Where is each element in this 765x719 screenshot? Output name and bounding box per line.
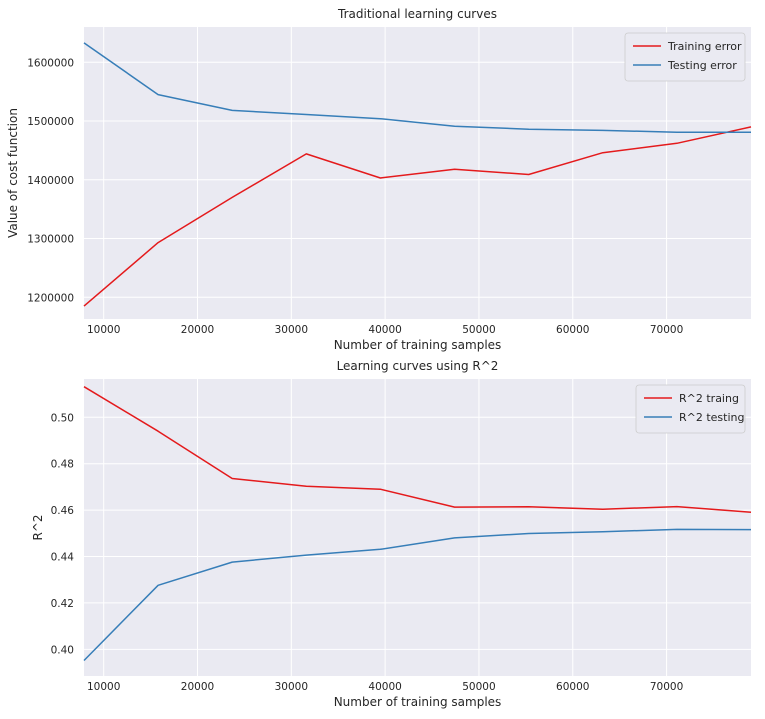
y-tick-label: 0.48	[51, 459, 74, 471]
chart-2: 10000 20000 30000 40000 50000 60000 70000 0.40 0…	[31, 359, 752, 709]
legend-label: R^2 testing	[679, 411, 745, 424]
legend-label: R^2 traing	[679, 392, 739, 405]
legend: Training error Testing error	[624, 32, 746, 82]
x-tick-label: 20000	[181, 324, 214, 336]
y-tick-label: 1200000	[27, 292, 74, 304]
legend-box	[635, 384, 746, 434]
y-tick-label: 0.42	[51, 598, 74, 610]
x-axis-label: Number of training samples	[334, 338, 502, 352]
y-tick-label: 0.44	[51, 552, 75, 564]
watermark-text: https://blog.csdn.net/weixin_42782150	[497, 690, 751, 705]
legend-box	[624, 32, 746, 82]
y-tick-label: 0.40	[51, 644, 74, 656]
legend-label: Testing error	[667, 59, 737, 72]
x-tick-label: 40000	[368, 324, 401, 336]
legend: R^2 traing R^2 testing	[635, 384, 746, 434]
chart-title: Learning curves using R^2	[337, 359, 499, 373]
x-tick-label: 10000	[87, 681, 120, 693]
x-tick-label: 10000	[87, 324, 120, 336]
x-tick-label: 30000	[275, 324, 308, 336]
series-line-training-error	[83, 126, 752, 307]
x-tick-label: 50000	[462, 681, 495, 693]
x-tick-label: 60000	[556, 681, 589, 693]
x-axis-label: Number of training samples	[334, 695, 502, 709]
series-line-r-2-traing	[83, 386, 752, 513]
x-tick-label: 20000	[181, 681, 214, 693]
x-tick-label: 40000	[368, 681, 401, 693]
y-axis-label: Value of cost function	[6, 108, 20, 238]
series-line-testing-error	[83, 42, 751, 133]
x-tick-label: 70000	[650, 324, 683, 336]
y-tick-label: 1500000	[27, 116, 74, 128]
chart-title: Traditional learning curves	[337, 7, 497, 21]
series-line-r-2-testing	[83, 528, 752, 662]
x-tick-label: 70000	[650, 681, 683, 693]
y-tick-label: 0.46	[51, 505, 75, 517]
x-tick-label: 30000	[275, 681, 308, 693]
y-axis-label: R^2	[31, 514, 45, 540]
y-tick-label: 1300000	[27, 234, 74, 246]
chart-1: 10000 20000 30000 40000 50000 60000 70000 12000…	[6, 7, 752, 352]
x-tick-label: 50000	[462, 324, 495, 336]
legend-label: Training error	[667, 40, 742, 53]
y-tick-label: 1400000	[27, 175, 74, 187]
y-tick-label: 1600000	[27, 57, 74, 69]
y-tick-label: 0.50	[51, 412, 74, 424]
x-tick-label: 60000	[556, 324, 589, 336]
